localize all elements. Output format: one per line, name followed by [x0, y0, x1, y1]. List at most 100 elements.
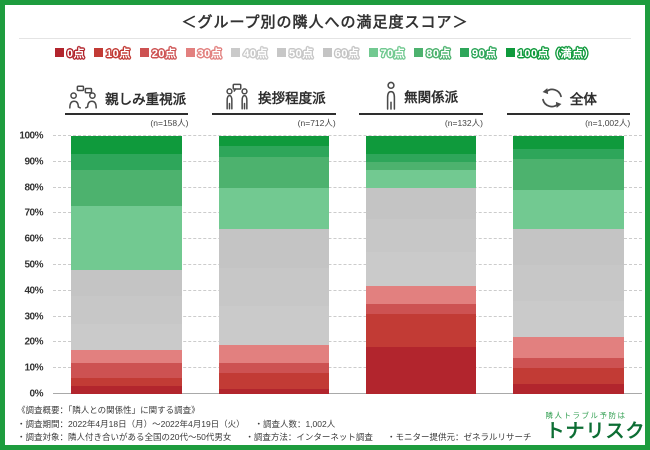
stacked-bar — [71, 136, 182, 394]
bar-segment — [365, 154, 477, 162]
gridline — [53, 238, 642, 240]
bar-segment — [513, 301, 624, 338]
legend-label: 50点 — [289, 47, 314, 60]
legend-item: 0点 — [54, 45, 85, 61]
legend-item: 100点（満点） — [505, 45, 595, 61]
legend-swatch — [368, 48, 378, 57]
legend-label: 20点 — [151, 47, 177, 60]
legend-label: 10点 — [106, 47, 131, 60]
legend-swatch — [139, 48, 149, 57]
logo-brand: トナリスク — [545, 420, 646, 442]
y-tick-label: 0% — [29, 388, 44, 400]
bar-segment — [218, 306, 330, 345]
bar-segment — [218, 146, 330, 157]
stacked-bar — [365, 136, 477, 394]
bar-segment — [513, 357, 624, 369]
y-tick-label: 10% — [24, 362, 43, 374]
stacked-bar-chart: 0% 10% 20% 30% 40% 50% 60% 70% 80% 90% 100% — [5, 130, 645, 402]
legend-swatch — [322, 48, 332, 57]
legend-label: 60点 — [334, 47, 360, 60]
group-header-shitashimi: 親しみ重視派 (n=158人) — [53, 66, 200, 130]
bar-segment — [513, 337, 624, 358]
survey-overview: 《調査概要：「隣人との関係性」に関する調査》 ・調査期間：2022年4月18日（… — [17, 404, 545, 445]
bar-segment — [365, 169, 477, 188]
group-sample-size: (n=712人) — [297, 118, 336, 128]
bar-segment — [513, 368, 624, 384]
bars-layer — [53, 136, 642, 394]
bar-segment — [218, 344, 330, 363]
group-header-mukankei: 無関係派 (n=132人) — [348, 66, 495, 130]
footer: 《調査概要：「隣人との関係性」に関する調査》 ・調査期間：2022年4月18日（… — [5, 402, 645, 445]
gridline — [53, 186, 642, 188]
legend-item: 20点 — [139, 45, 177, 61]
gridline — [53, 367, 642, 369]
legend-item: 10点 — [94, 45, 131, 61]
legend-item: 80点 — [414, 45, 451, 61]
survey-people: ・調査人数：1,002人 — [254, 418, 336, 429]
bar-segment — [71, 386, 182, 394]
bar-segment — [513, 228, 624, 265]
two-people-chat-icon — [69, 85, 98, 109]
gridline — [53, 135, 642, 136]
legend-item: 70点 — [368, 45, 406, 61]
gridline — [53, 315, 642, 317]
bar-segment — [365, 218, 477, 253]
bar-segment — [218, 373, 330, 389]
y-tick-label: 30% — [24, 311, 43, 323]
group-name: 親しみ重視派 — [105, 91, 187, 107]
y-tick-label: 60% — [24, 233, 43, 245]
score-legend: 0点 10点 20点 30点 40点 50点 60点 70点 80点 90点 100点（満点） — [5, 39, 645, 66]
logo-tagline: 隣人トラブル予防は — [545, 411, 627, 421]
group-name: 全体 — [569, 92, 597, 107]
bar-segment — [218, 362, 330, 374]
bar-segment — [218, 228, 330, 268]
tonarisk-logo: 隣人トラブル予防は トナリスク — [545, 408, 646, 442]
two-people-greeting-icon — [226, 83, 248, 110]
group-sample-size: (n=158人) — [150, 118, 189, 128]
gridline — [53, 264, 642, 265]
gridline — [53, 160, 642, 162]
group-name: 無関係派 — [404, 89, 459, 105]
bar-segment — [218, 187, 330, 229]
legend-item: 30点 — [185, 45, 223, 61]
y-tick-label: 50% — [24, 259, 43, 271]
bar-segment — [365, 313, 477, 348]
y-tick-label: 90% — [24, 156, 43, 168]
legend-swatch — [505, 48, 515, 57]
y-tick-label: 40% — [24, 285, 43, 297]
bar-segment — [218, 388, 330, 394]
bar-segment — [365, 187, 477, 219]
legend-label: 0点 — [66, 47, 85, 60]
bar-segment — [71, 154, 182, 170]
legend-item: 90点 — [460, 45, 497, 61]
bar-segment — [365, 136, 477, 155]
legend-swatch — [54, 48, 64, 57]
bar-segment — [71, 295, 182, 325]
cycle-arrows-icon — [541, 88, 562, 108]
legend-swatch — [94, 48, 103, 57]
bar-segment — [71, 324, 182, 351]
gridline — [53, 289, 642, 291]
bar-segment — [218, 267, 330, 307]
bar-segment — [218, 136, 330, 147]
single-person-icon — [386, 81, 396, 110]
bar-segment — [365, 285, 477, 304]
bar-segment — [71, 362, 182, 379]
gridline — [53, 212, 642, 214]
plot-area — [53, 135, 642, 394]
y-tick-label: 20% — [24, 336, 43, 348]
y-tick-label: 80% — [24, 182, 43, 194]
legend-label: 40点 — [243, 47, 268, 60]
legend-item: 40点 — [231, 45, 268, 61]
legend-swatch — [277, 48, 286, 57]
bar-column — [348, 136, 495, 394]
legend-item: 60点 — [322, 45, 360, 61]
legend-label: 90点 — [472, 47, 497, 60]
bar-segment — [513, 148, 624, 160]
y-tick-label: 100% — [19, 130, 43, 142]
bar-segment — [365, 303, 477, 314]
stacked-bar — [218, 136, 330, 394]
legend-swatch — [231, 48, 241, 57]
gridline — [53, 341, 642, 343]
